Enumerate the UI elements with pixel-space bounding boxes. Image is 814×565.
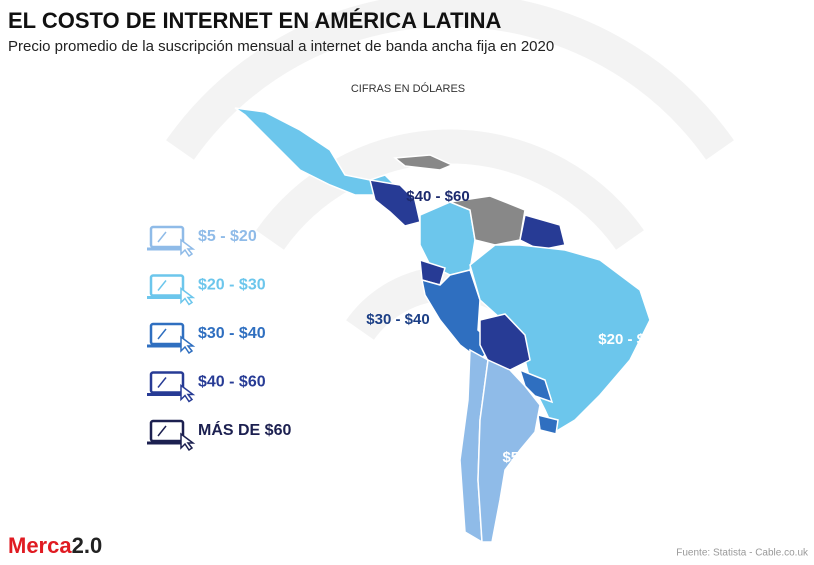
source: Fuente: Statista - Cable.co.uk [676, 548, 809, 559]
legend-label: MÁS DE $60 [198, 420, 291, 439]
legend-label: $30 - $40 [198, 325, 266, 342]
laptop-glare [157, 377, 167, 388]
cursor-icon [180, 335, 196, 355]
legend-label: $5 - $20 [198, 228, 257, 245]
laptop-glare [157, 328, 167, 340]
laptop-screen [149, 371, 185, 394]
cursor-icon [180, 384, 196, 403]
map-label: $20 - $30 [598, 331, 661, 348]
laptop-screen [149, 419, 185, 443]
paraguay [518, 368, 554, 404]
venezuela [447, 195, 526, 246]
map [234, 107, 651, 544]
laptop-screen [149, 274, 185, 297]
title: EL COSTO DE INTERNET EN AMÉRICA LATINA [8, 8, 502, 33]
subtitle: Precio promedio de la suscripción mensua… [8, 38, 554, 55]
map-label: $30 - $40 [366, 311, 429, 328]
cursor-icon [180, 287, 196, 306]
guyanas [519, 214, 566, 251]
legend-label: $20 - $30 [198, 277, 266, 294]
cuba [393, 154, 454, 171]
laptop-screen [149, 225, 185, 249]
map-label: $40 - $60 [406, 188, 469, 205]
bolivia [479, 313, 531, 371]
logo: Merca2.0 [8, 533, 102, 558]
logo-name: Merca [8, 533, 72, 558]
units-note: CIFRAS EN DÓLARES [351, 82, 465, 95]
cursor-icon [180, 432, 196, 452]
laptop-screen [149, 322, 185, 346]
map-label: $5 - $20 [502, 449, 557, 466]
legend-label: $40 - $60 [198, 374, 266, 391]
laptop-glare [157, 425, 167, 437]
cursor-icon [180, 238, 196, 258]
uruguay [537, 414, 559, 435]
laptop-glare [157, 231, 167, 243]
central-america [368, 179, 421, 227]
laptop-glare [157, 280, 167, 291]
argentina [477, 358, 541, 543]
logo-version: 2.0 [72, 533, 103, 558]
legend: $5 - $20 $20 - $30 $30 - $40 $40 - $60 MÁS D… [147, 225, 291, 452]
